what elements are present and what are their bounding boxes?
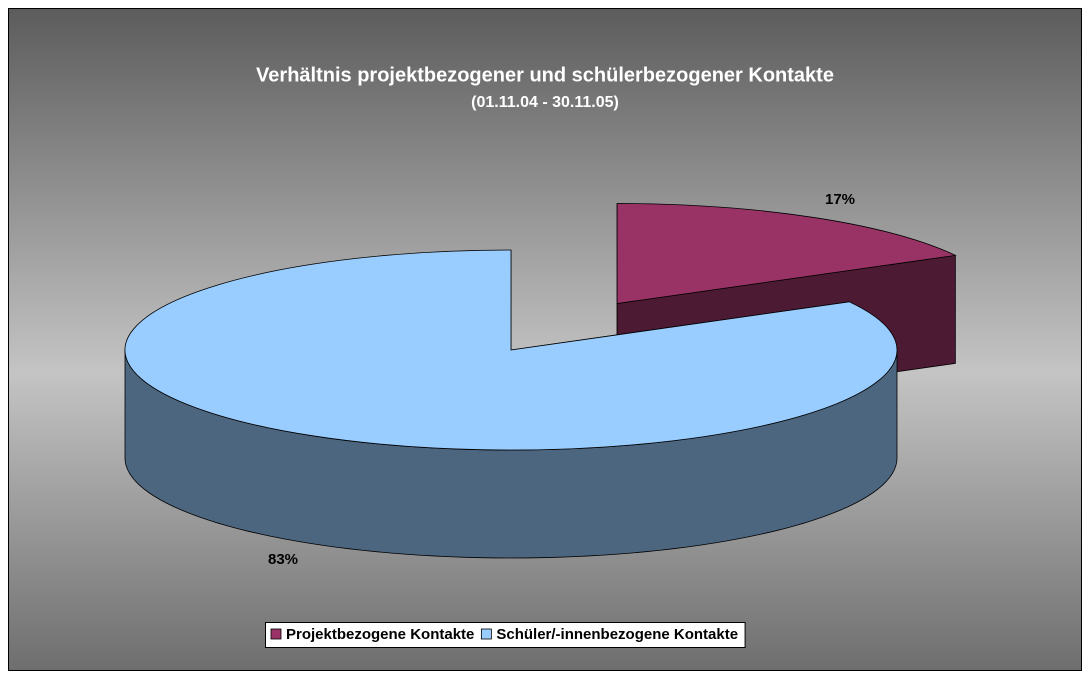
data-label: 17% [825, 191, 855, 208]
pie-slice [124, 249, 898, 559]
data-label: 83% [268, 551, 298, 568]
legend-box [265, 622, 746, 648]
legend-label: Projektbezogene Kontakte [286, 626, 474, 643]
legend-swatch [480, 628, 492, 640]
chart-subtitle: (01.11.04 - 30.11.05) [471, 94, 619, 111]
legend-label: Schüler/-innenbezogene Kontakte [496, 626, 738, 643]
slice-top [616, 203, 957, 304]
chart-title: Verhältnis projektbezogener und schülerb… [256, 64, 834, 86]
pie: 17% 83% [124, 191, 957, 568]
legend: Projektbezogene Kontakte Schüler/-innenbe… [265, 622, 746, 648]
legend-swatch [270, 628, 282, 640]
slice-top [124, 249, 898, 451]
